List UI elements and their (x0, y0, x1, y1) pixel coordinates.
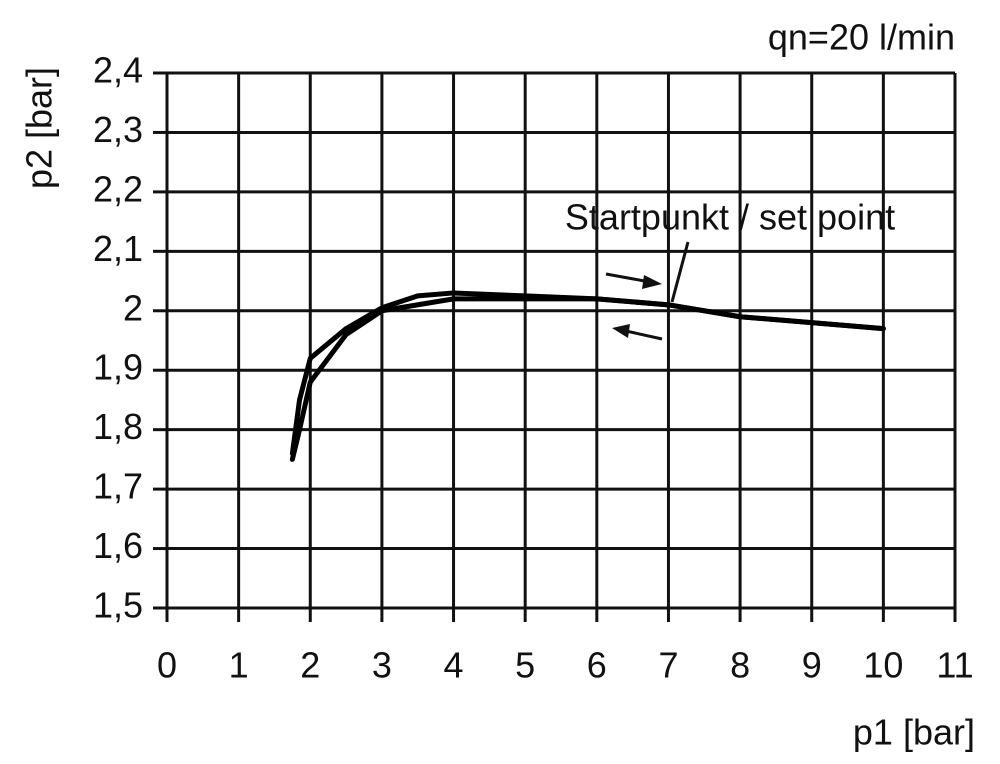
y-tick-label: 1,7 (93, 466, 143, 507)
y-tick-label: 1,6 (93, 525, 143, 566)
y-tick-label: 1,9 (93, 347, 143, 388)
y-tick-label: 2 (123, 287, 143, 328)
x-tick-label: 11 (936, 645, 973, 686)
y-tick-label: 1,8 (93, 406, 143, 447)
x-tick-label: 5 (515, 645, 535, 686)
x-tick-label: 4 (444, 645, 464, 686)
x-tick-label: 1 (229, 645, 249, 686)
y-tick-label: 1,5 (93, 585, 143, 626)
y-axis-label: p2 [bar] (19, 67, 60, 189)
arrow-down (612, 324, 663, 341)
y-tick-label: 2,3 (93, 109, 143, 150)
x-tick-label: 8 (730, 645, 750, 686)
x-tick-label: 10 (863, 645, 903, 686)
y-tick-label: 2,4 (93, 50, 143, 91)
annotation: Startpunkt / set point (565, 197, 895, 238)
y-tick-label: 2,2 (93, 168, 143, 209)
arrow-up (605, 272, 662, 289)
x-tick-label: 2 (300, 645, 320, 686)
y-tick-label: 2,1 (93, 228, 143, 269)
x-tick-label: 6 (587, 645, 607, 686)
x-axis-label: p1 [bar] (853, 712, 975, 753)
x-tick-label: 7 (658, 645, 678, 686)
x-tick-label: 9 (802, 645, 822, 686)
data-line (289, 296, 886, 462)
chart-title: qn=20 l/min (768, 17, 955, 58)
x-tick-label: 0 (157, 645, 177, 686)
x-tick-label: 3 (372, 645, 392, 686)
